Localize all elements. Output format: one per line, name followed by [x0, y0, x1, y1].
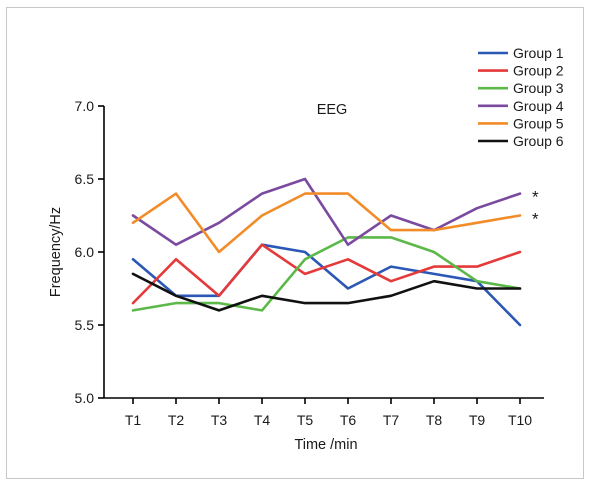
- y-tick-label: 6.5: [75, 171, 95, 187]
- series-line-group-3: [131, 236, 522, 312]
- y-axis-label: Frequency/Hz: [48, 207, 64, 297]
- chart-frame: [6, 7, 584, 479]
- x-tick-label: T8: [426, 412, 443, 428]
- y-ticks: 5.0 5.5 6.0 6.5 7.0: [75, 98, 104, 406]
- series-lines: [131, 177, 522, 327]
- y-tick-label: 6.0: [75, 244, 95, 260]
- axes: [103, 106, 544, 399]
- series-line-group-2: [131, 243, 522, 305]
- x-tick-label: T6: [340, 412, 357, 428]
- legend-label: Group 1: [513, 45, 564, 61]
- x-tick-label: T3: [211, 412, 228, 428]
- legend-label: Group 3: [513, 80, 564, 96]
- annotations: **: [532, 188, 539, 229]
- x-tick-label: T5: [297, 412, 314, 428]
- x-tick-label: T1: [125, 412, 142, 428]
- legend-label: Group 4: [513, 98, 564, 114]
- x-tick-label: T10: [508, 412, 532, 428]
- x-tick-label: T4: [254, 412, 271, 428]
- x-ticks: T1 T2 T3 T4 T5 T6 T7 T8 T9 T10: [125, 398, 532, 428]
- series-line-group-6: [131, 272, 522, 312]
- significance-marker: *: [532, 210, 539, 229]
- series-line-group-4: [131, 177, 522, 246]
- x-axis-label: Time /min: [294, 437, 357, 453]
- legend-label: Group 5: [513, 115, 564, 131]
- legend-label: Group 6: [513, 133, 564, 149]
- chart-title: EEG: [317, 102, 348, 118]
- series-line-group-1: [131, 243, 522, 327]
- legend-label: Group 2: [513, 63, 564, 79]
- x-tick-label: T7: [383, 412, 400, 428]
- x-tick-label: T9: [469, 412, 486, 428]
- y-tick-label: 5.5: [75, 317, 95, 333]
- series-line-group-5: [131, 192, 522, 254]
- y-tick-label: 7.0: [75, 98, 95, 114]
- x-tick-label: T2: [168, 412, 185, 428]
- y-tick-label: 5.0: [75, 390, 95, 406]
- significance-marker: *: [532, 188, 539, 207]
